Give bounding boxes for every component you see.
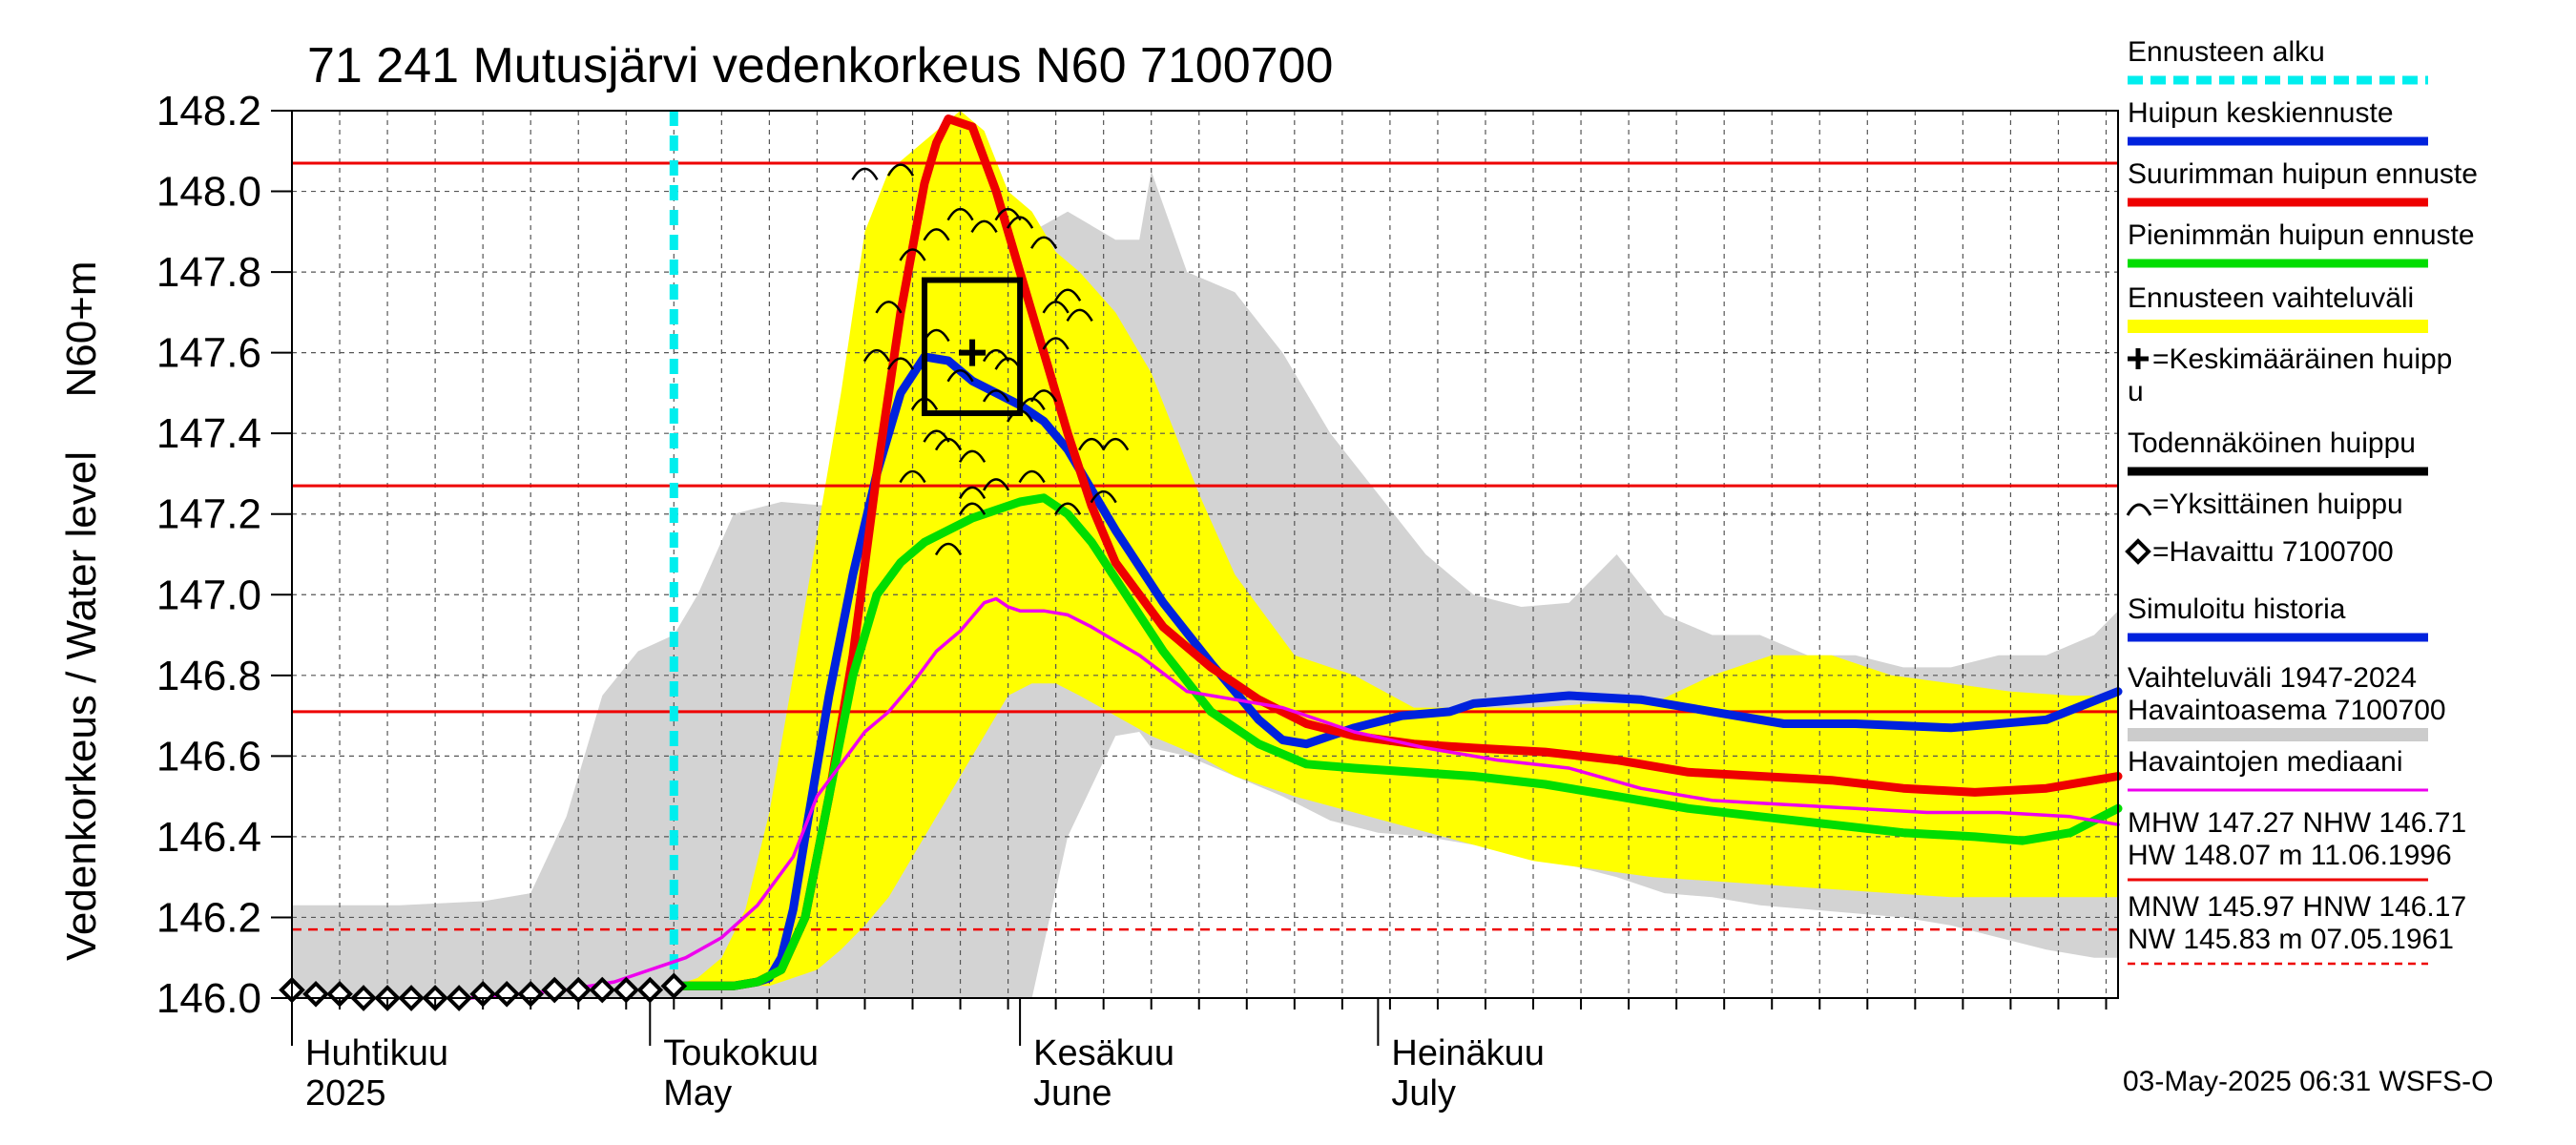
series-line — [468, 596, 2120, 1000]
month-label-fi: Huhtikuu — [305, 1033, 448, 1073]
y-axis-ticks: 146.0 146.2 146.4 146.6 146.8 147.0 147.2 147.4… — [156, 88, 292, 1022]
peak-marker — [1078, 437, 1106, 451]
peak-marker — [982, 389, 1010, 403]
y-tick-label: 146.2 — [156, 894, 261, 941]
month-label-en: 2025 — [305, 1073, 386, 1114]
observed-point — [493, 980, 521, 1008]
legend-label: Havaintojen mediaani — [2128, 746, 2403, 778]
y-tick-label: 146.0 — [156, 975, 261, 1022]
peak-marker — [899, 469, 926, 484]
legend-label: HW 148.07 m 11.06.1996 — [2128, 840, 2452, 871]
legend-label: Huipun keskiennuste — [2128, 97, 2394, 129]
legend: Ennusteen alku Huipun keskiennuste Suurimm… — [2125, 36, 2478, 966]
peak-marker — [899, 248, 926, 261]
month-label-fi: Heinäkuu — [1391, 1033, 1545, 1073]
legend-label: Ennusteen alku — [2128, 36, 2325, 68]
chart-title: 71 241 Mutusjärvi vedenkorkeus N60 71007… — [307, 38, 1333, 94]
peak-marker — [970, 219, 998, 233]
y-tick-label: 148.2 — [156, 88, 261, 135]
y-axis-unit: N60+m — [58, 260, 105, 397]
legend-symbol-diamond — [2125, 538, 2151, 565]
y-tick-label: 146.8 — [156, 653, 261, 699]
peak-marker — [1054, 502, 1082, 515]
peak-marker — [1018, 469, 1046, 484]
peak-marker — [934, 437, 963, 451]
series-line — [669, 352, 2123, 990]
peak-marker — [1030, 236, 1058, 249]
month-label-en: June — [1033, 1073, 1111, 1114]
peak-marker — [1042, 337, 1070, 350]
peak-marker — [862, 348, 891, 363]
series-line — [669, 493, 2123, 990]
observed-point — [589, 976, 616, 1004]
peak-marker — [1090, 489, 1117, 504]
y-tick-label: 147.0 — [156, 572, 261, 618]
legend-label: Suurimman huipun ennuste — [2128, 158, 2478, 190]
peak-marker — [934, 542, 963, 556]
peak-marker — [886, 163, 915, 177]
probable-peak-rect — [922, 277, 1024, 417]
individual-peaks — [851, 163, 1130, 556]
month-label-fi: Kesäkuu — [1033, 1033, 1174, 1073]
peak-marker — [982, 478, 1010, 491]
series-lines — [468, 114, 2123, 1000]
peak-marker — [946, 207, 974, 221]
observed-point — [660, 972, 688, 1000]
legend-label: MNW 145.97 HNW 146.17 — [2128, 891, 2466, 923]
observed-point — [541, 976, 569, 1004]
peak-marker — [1066, 308, 1093, 322]
peak-marker — [1102, 437, 1130, 451]
reference-lines — [292, 161, 2118, 931]
peak-marker — [958, 486, 987, 499]
mean-peak-marker — [959, 339, 987, 366]
y-tick-label: 148.0 — [156, 169, 261, 216]
legend-label: Pienimmän huipun ennuste — [2128, 219, 2475, 251]
probable-peak-box — [922, 277, 1024, 417]
peak-marker — [958, 502, 987, 515]
peak-marker — [1054, 288, 1082, 302]
y-tick-label: 147.8 — [156, 249, 261, 296]
legend-label: Todennäköinen huippu — [2128, 427, 2416, 459]
peak-marker — [946, 369, 974, 383]
peak-marker — [923, 228, 950, 241]
legend-label: Vaihteluväli 1947-2024 — [2128, 662, 2417, 694]
y-axis-label: Vedenkorkeus / Water level — [58, 451, 105, 961]
legend-label: =Keskimääräinen huipp — [2152, 344, 2452, 375]
legend-label: Havaintoasema 7100700 — [2128, 695, 2446, 726]
peak-marker — [1042, 301, 1070, 314]
peak-marker — [886, 357, 915, 370]
peak-marker — [875, 301, 903, 314]
observed-point — [302, 980, 329, 1008]
y-tick-label: 147.2 — [156, 491, 261, 538]
legend-label: MHW 147.27 NHW 146.71 — [2128, 807, 2466, 839]
peak-marker — [1030, 389, 1058, 403]
month-label-en: July — [1391, 1073, 1456, 1114]
legend-label: =Havaittu 7100700 — [2152, 536, 2394, 568]
y-tick-label: 146.4 — [156, 814, 261, 861]
legend-label: NW 145.83 m 07.05.1961 — [2128, 924, 2454, 955]
month-label-fi: Toukokuu — [663, 1033, 819, 1073]
legend-symbol-arc — [2126, 503, 2152, 516]
legend-symbol-plus — [2128, 348, 2149, 369]
legend-label: Simuloitu historia — [2128, 593, 2346, 625]
y-tick-label: 147.4 — [156, 410, 261, 457]
plot-area — [279, 110, 2123, 1011]
plot-frame — [291, 110, 2119, 999]
legend-label: =Yksittäinen huippu — [2152, 489, 2403, 520]
peak-marker — [958, 449, 987, 463]
legend-label: Ennusteen vaihteluväli — [2128, 282, 2414, 314]
month-label-en: May — [663, 1073, 732, 1114]
peak-marker — [851, 167, 879, 181]
y-tick-label: 147.6 — [156, 330, 261, 377]
legend-label: u — [2128, 376, 2144, 407]
peak-marker — [994, 207, 1022, 221]
y-tick-label: 146.6 — [156, 733, 261, 780]
timestamp: 03-May-2025 06:31 WSFS-O — [2123, 1066, 2494, 1097]
